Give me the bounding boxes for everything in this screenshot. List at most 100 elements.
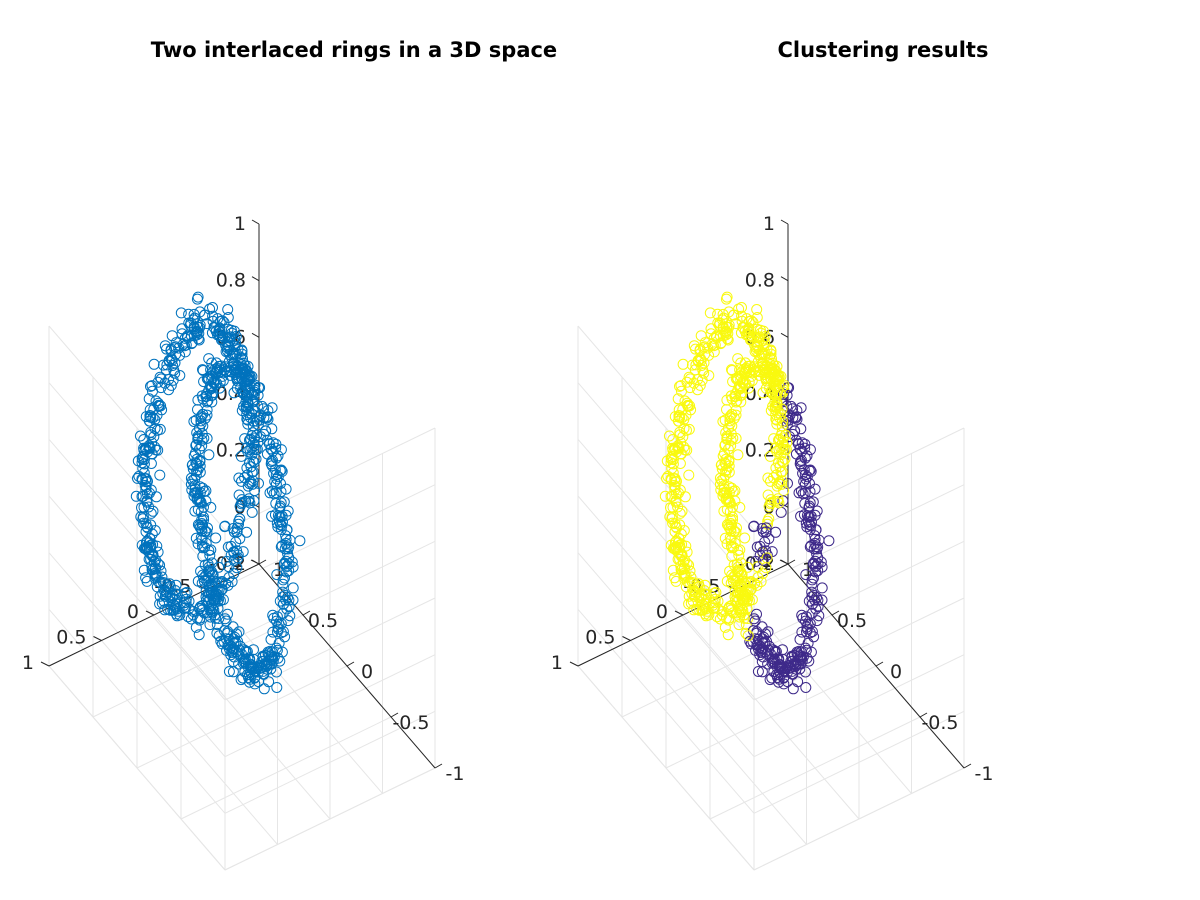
data-point bbox=[283, 601, 295, 613]
data-point bbox=[800, 682, 812, 693]
y-tick-label: 0.5 bbox=[585, 627, 615, 649]
data-point bbox=[777, 443, 789, 455]
data-point bbox=[267, 626, 279, 638]
data-point bbox=[223, 561, 235, 573]
data-point bbox=[279, 558, 291, 570]
data-point bbox=[793, 487, 805, 499]
data-point bbox=[138, 454, 150, 466]
data-point bbox=[186, 459, 198, 471]
grid-line bbox=[735, 589, 912, 794]
data-point bbox=[204, 549, 216, 561]
data-point bbox=[759, 337, 771, 349]
grid-line bbox=[224, 484, 436, 588]
data-point bbox=[809, 483, 821, 495]
x-tick-label: -0.5 bbox=[921, 712, 958, 734]
data-point bbox=[189, 473, 201, 485]
data-point bbox=[148, 358, 160, 370]
data-point bbox=[675, 380, 687, 392]
data-point bbox=[708, 346, 720, 358]
data-point bbox=[720, 458, 732, 470]
data-point bbox=[816, 582, 828, 594]
data-point bbox=[773, 653, 785, 665]
data-point bbox=[269, 476, 281, 487]
data-point bbox=[752, 572, 764, 583]
data-point bbox=[210, 532, 222, 544]
data-point bbox=[200, 495, 212, 507]
data-point bbox=[787, 403, 799, 415]
data-point bbox=[676, 549, 688, 561]
data-point bbox=[721, 291, 733, 303]
data-point bbox=[187, 609, 199, 621]
data-point bbox=[190, 532, 202, 544]
data-point bbox=[216, 577, 228, 589]
data-point bbox=[275, 627, 287, 639]
data-point bbox=[180, 339, 192, 351]
y-tick-mark bbox=[569, 661, 579, 667]
x-tick-mark bbox=[963, 763, 972, 769]
data-point bbox=[736, 315, 748, 327]
data-point bbox=[197, 364, 208, 376]
z-tick-mark bbox=[780, 276, 789, 282]
grid-line bbox=[153, 614, 331, 820]
data-point bbox=[222, 323, 234, 335]
data-point bbox=[225, 649, 237, 661]
data-point bbox=[729, 495, 741, 507]
data-point bbox=[247, 455, 259, 467]
data-point bbox=[195, 415, 207, 427]
data-point bbox=[787, 412, 799, 424]
data-point bbox=[732, 449, 744, 461]
data-point bbox=[245, 387, 257, 399]
data-point bbox=[751, 579, 763, 591]
data-point bbox=[751, 608, 762, 620]
data-point bbox=[806, 574, 818, 586]
data-point bbox=[152, 424, 163, 436]
data-point bbox=[264, 438, 276, 450]
grid-line bbox=[753, 427, 965, 531]
data-point bbox=[777, 415, 788, 427]
data-point bbox=[774, 461, 786, 473]
data-point bbox=[726, 550, 738, 562]
data-point bbox=[172, 605, 184, 617]
data-point bbox=[207, 376, 219, 388]
data-point bbox=[233, 472, 245, 484]
data-point bbox=[699, 579, 711, 591]
data-point bbox=[679, 491, 691, 503]
data-point bbox=[135, 511, 147, 523]
y-tick-mark bbox=[93, 636, 102, 641]
data-point bbox=[294, 535, 306, 547]
data-point bbox=[206, 367, 218, 379]
data-point bbox=[669, 476, 681, 488]
data-point bbox=[797, 651, 809, 663]
y-tick-label: 0 bbox=[656, 601, 668, 623]
data-point bbox=[241, 413, 253, 425]
data-point bbox=[138, 458, 150, 470]
data-point bbox=[719, 439, 731, 451]
data-point bbox=[801, 623, 813, 635]
data-point bbox=[140, 443, 152, 455]
data-point bbox=[166, 353, 177, 365]
data-point bbox=[190, 439, 202, 451]
data-point bbox=[797, 467, 809, 479]
y-tick-label: 0 bbox=[127, 601, 139, 623]
data-point bbox=[724, 601, 735, 613]
data-point bbox=[271, 642, 282, 654]
data-point bbox=[782, 477, 793, 489]
data-point bbox=[736, 376, 748, 388]
data-point bbox=[274, 500, 286, 512]
data-point bbox=[183, 603, 195, 615]
data-point bbox=[762, 472, 774, 484]
data-point bbox=[276, 510, 288, 522]
z-tick-mark bbox=[251, 219, 260, 225]
data-point bbox=[769, 368, 781, 380]
data-point bbox=[751, 304, 763, 315]
data-point bbox=[686, 588, 698, 599]
data-point bbox=[669, 443, 681, 455]
data-point bbox=[155, 400, 167, 412]
data-point bbox=[709, 339, 721, 351]
data-point bbox=[769, 495, 781, 507]
data-point bbox=[693, 580, 705, 592]
data-point bbox=[196, 434, 208, 446]
data-point bbox=[240, 368, 252, 380]
data-point bbox=[692, 384, 704, 396]
